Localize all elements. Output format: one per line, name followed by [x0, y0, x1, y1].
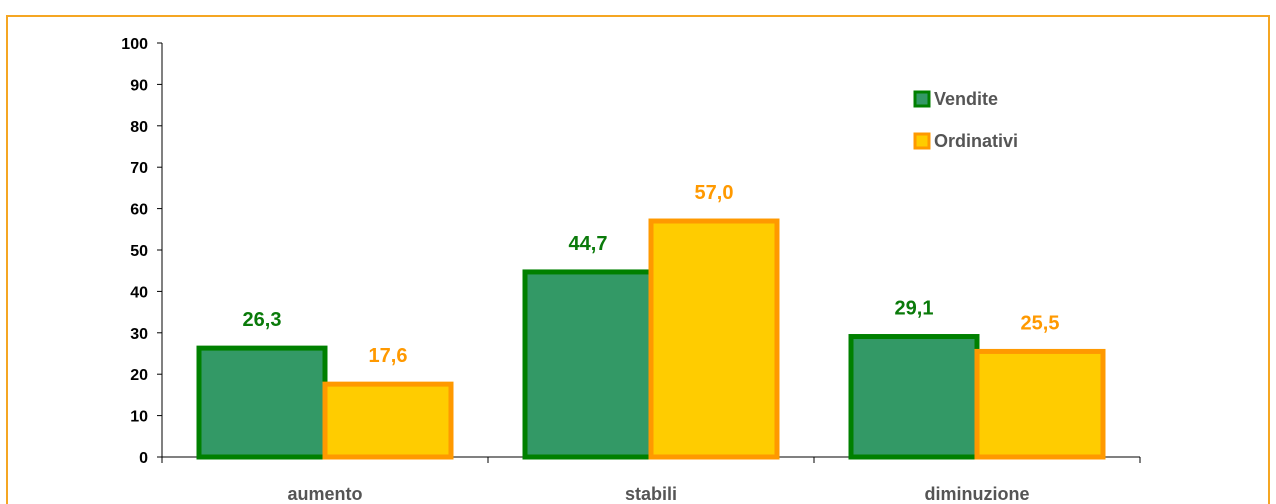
- data-label: 29,1: [895, 298, 934, 320]
- x-axis: aumento stabili diminuzione: [161, 456, 1141, 504]
- legend-label: Vendite: [934, 89, 998, 109]
- y-tick-label: 80: [130, 119, 148, 136]
- bar: [196, 345, 328, 460]
- data-label: 25,5: [1021, 312, 1060, 334]
- data-label: 26,3: [243, 309, 282, 331]
- data-label: 57,0: [695, 182, 734, 204]
- bar: [648, 218, 780, 460]
- y-tick-label: 60: [130, 202, 148, 219]
- legend: Vendite Ordinativi: [913, 89, 1018, 151]
- legend-swatch: [913, 90, 931, 108]
- bar: [322, 381, 454, 460]
- y-tick-label: 70: [130, 160, 148, 177]
- y-tick-label: 30: [130, 326, 148, 343]
- data-labels: 26,3 17,6 44,7 57,0 29,1 25,5: [243, 182, 1060, 367]
- bars: [196, 218, 1106, 460]
- y-tick-label: 50: [130, 243, 148, 260]
- y-tick-label: 100: [121, 36, 148, 53]
- y-tick-label: 40: [130, 284, 148, 301]
- y-tick-label: 90: [130, 77, 148, 94]
- x-tick-label: aumento: [287, 484, 362, 504]
- data-label: 17,6: [369, 345, 408, 367]
- x-tick-label: diminuzione: [925, 484, 1030, 504]
- y-tick-label: 10: [130, 409, 148, 426]
- bar: [848, 334, 980, 460]
- chart-frame: [6, 15, 1270, 504]
- y-tick-label: 0: [139, 450, 148, 467]
- legend-label: Ordinativi: [934, 131, 1018, 151]
- y-axis: 0 10 20 30 40 50 60 70 80 90 100: [121, 36, 163, 467]
- bar: [974, 348, 1106, 460]
- x-tick-label: stabili: [625, 484, 677, 504]
- data-label: 44,7: [569, 233, 608, 255]
- y-tick-label: 20: [130, 367, 148, 384]
- bar: [522, 269, 654, 460]
- legend-swatch: [913, 132, 931, 150]
